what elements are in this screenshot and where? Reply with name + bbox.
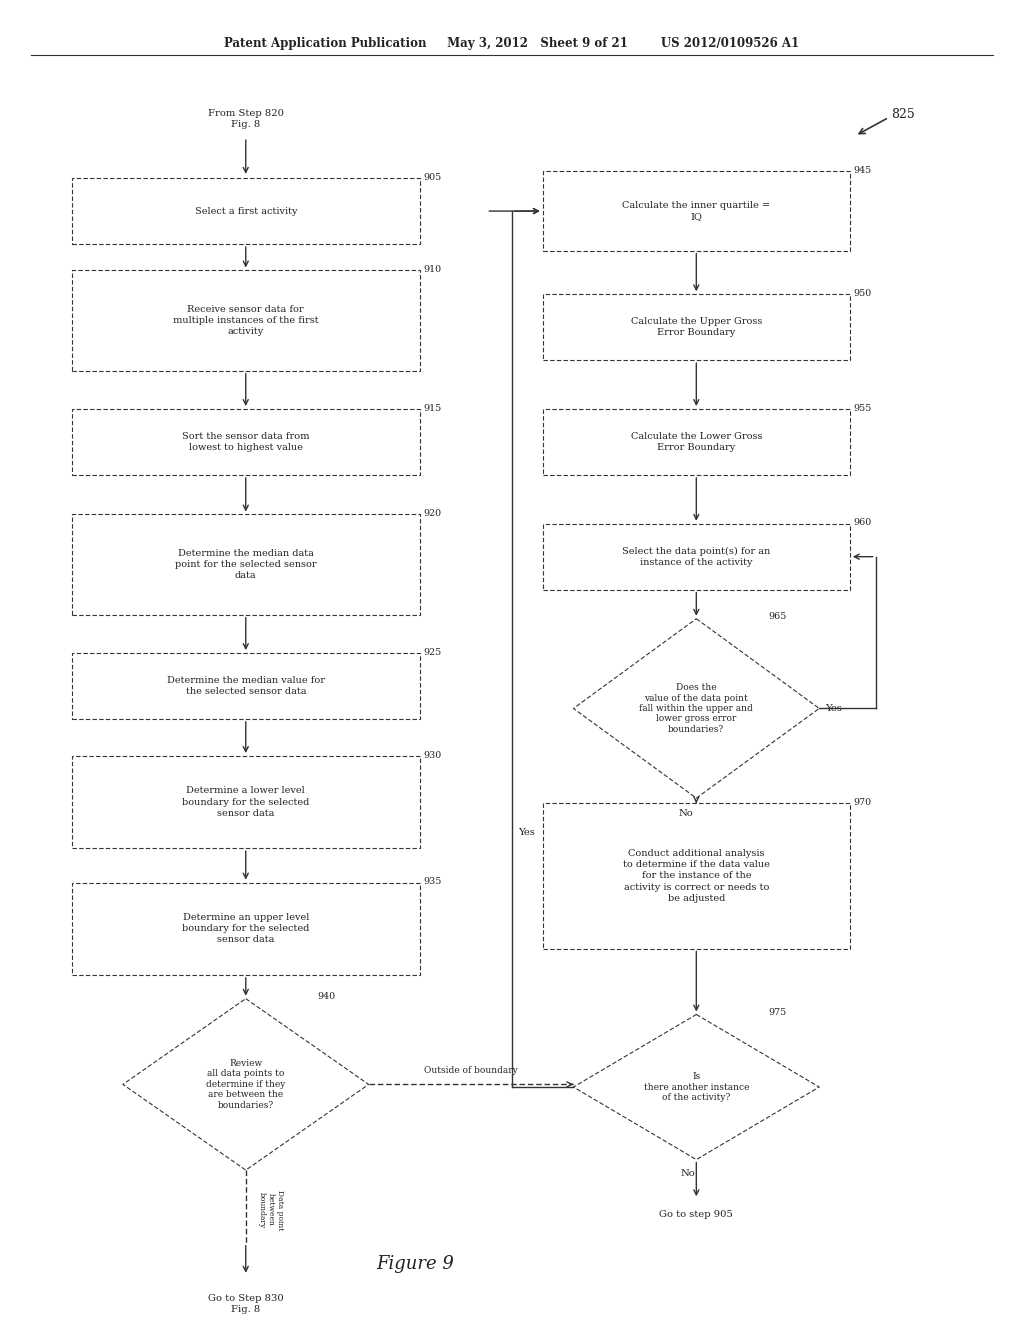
Text: 945: 945 — [853, 166, 871, 176]
FancyBboxPatch shape — [72, 409, 420, 475]
Text: 915: 915 — [423, 404, 441, 413]
FancyBboxPatch shape — [72, 271, 420, 371]
FancyBboxPatch shape — [72, 178, 420, 244]
Text: Select a first activity: Select a first activity — [195, 206, 297, 215]
Text: Go to step 905: Go to step 905 — [659, 1209, 733, 1218]
FancyBboxPatch shape — [543, 294, 850, 360]
Text: Receive sensor data for
multiple instances of the first
activity: Receive sensor data for multiple instanc… — [173, 305, 318, 337]
Text: Determine the median data
point for the selected sensor
data: Determine the median data point for the … — [175, 549, 316, 581]
Text: No: No — [679, 809, 693, 817]
Text: No: No — [681, 1168, 695, 1177]
Text: Yes: Yes — [518, 828, 535, 837]
Text: Sort the sensor data from
lowest to highest value: Sort the sensor data from lowest to high… — [182, 432, 309, 451]
Text: Figure 9: Figure 9 — [376, 1255, 454, 1272]
FancyBboxPatch shape — [543, 524, 850, 590]
Text: 970: 970 — [853, 799, 871, 807]
Text: Conduct additional analysis
to determine if the data value
for the instance of t: Conduct additional analysis to determine… — [623, 849, 770, 903]
FancyBboxPatch shape — [543, 172, 850, 251]
Text: 960: 960 — [853, 519, 871, 528]
Text: 930: 930 — [423, 751, 441, 759]
Text: 825: 825 — [891, 108, 914, 121]
Text: Calculate the Lower Gross
Error Boundary: Calculate the Lower Gross Error Boundary — [631, 432, 762, 451]
Text: Select the data point(s) for an
instance of the activity: Select the data point(s) for an instance… — [623, 546, 770, 566]
Text: 950: 950 — [853, 289, 871, 298]
Text: Determine an upper level
boundary for the selected
sensor data: Determine an upper level boundary for th… — [182, 913, 309, 944]
Text: Determine a lower level
boundary for the selected
sensor data: Determine a lower level boundary for the… — [182, 787, 309, 817]
Text: Go to Step 830
Fig. 8: Go to Step 830 Fig. 8 — [208, 1294, 284, 1315]
Text: 920: 920 — [423, 510, 441, 519]
Text: Determine the median value for
the selected sensor data: Determine the median value for the selec… — [167, 676, 325, 696]
FancyBboxPatch shape — [543, 409, 850, 475]
FancyBboxPatch shape — [72, 515, 420, 615]
Text: From Step 820
Fig. 8: From Step 820 Fig. 8 — [208, 108, 284, 129]
Text: 940: 940 — [317, 993, 336, 1001]
Text: Data point
between
boundary: Data point between boundary — [258, 1189, 285, 1230]
Text: 975: 975 — [768, 1008, 786, 1016]
Text: 905: 905 — [423, 173, 441, 182]
Text: Does the
value of the data point
fall within the upper and
lower gross error
bou: Does the value of the data point fall wi… — [639, 684, 754, 734]
Text: 935: 935 — [423, 878, 441, 886]
Text: Outside of boundary: Outside of boundary — [424, 1067, 518, 1076]
Text: Review
all data points to
determine if they
are between the
boundaries?: Review all data points to determine if t… — [206, 1059, 286, 1110]
Text: Calculate the Upper Gross
Error Boundary: Calculate the Upper Gross Error Boundary — [631, 317, 762, 337]
FancyBboxPatch shape — [72, 653, 420, 719]
Text: Yes: Yes — [825, 704, 842, 713]
Text: Patent Application Publication     May 3, 2012   Sheet 9 of 21        US 2012/01: Patent Application Publication May 3, 20… — [224, 37, 800, 50]
Text: Calculate the inner quartile =
IQ: Calculate the inner quartile = IQ — [623, 201, 770, 222]
Text: 910: 910 — [423, 265, 441, 275]
FancyBboxPatch shape — [72, 883, 420, 975]
Text: Is
there another instance
of the activity?: Is there another instance of the activit… — [643, 1072, 750, 1102]
FancyBboxPatch shape — [72, 756, 420, 849]
Text: 925: 925 — [423, 648, 441, 657]
Text: 955: 955 — [853, 404, 871, 413]
FancyBboxPatch shape — [543, 804, 850, 949]
Text: 965: 965 — [768, 612, 786, 622]
